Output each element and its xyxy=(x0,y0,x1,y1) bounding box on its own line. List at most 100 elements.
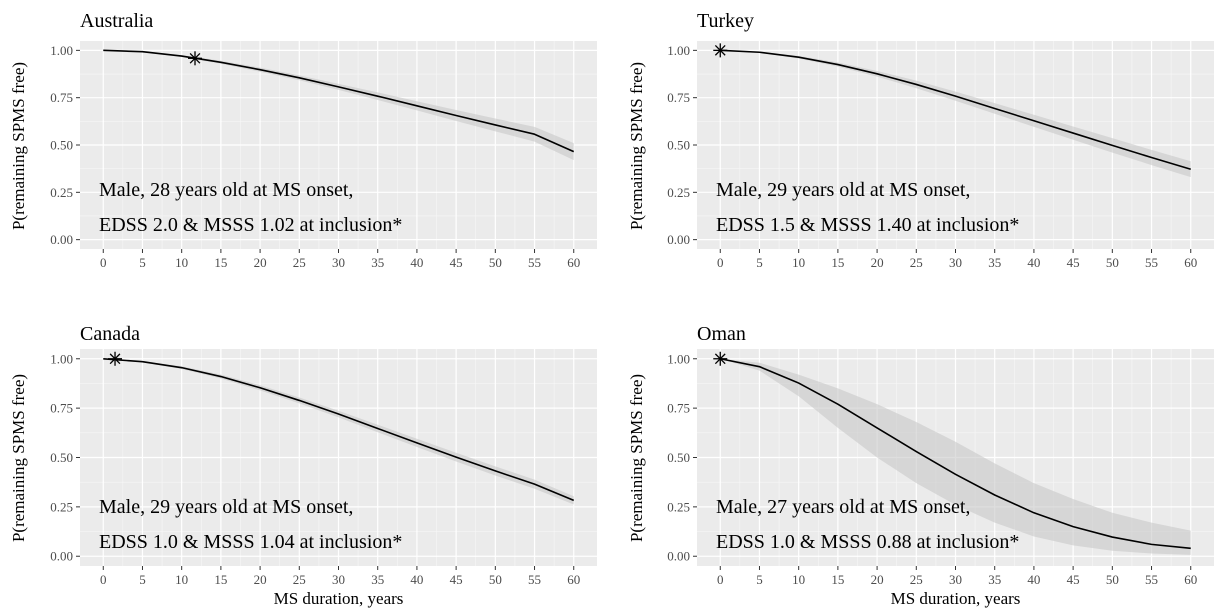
x-tick-label: 20 xyxy=(254,572,267,587)
panel-title: Australia xyxy=(80,10,153,32)
marker-stroke xyxy=(109,353,121,365)
panel-canada: 0 5 10 15 20 25 30 35 40 45 50 55 60 0.00 0.25 0.50 0.75… xyxy=(9,323,597,608)
y-tick-label: 0.75 xyxy=(50,90,73,105)
survival-curve xyxy=(103,357,575,502)
inclusion-marker xyxy=(108,351,123,366)
x-tick-label: 40 xyxy=(1027,572,1040,587)
panel-title: Canada xyxy=(80,323,140,345)
y-tick-label: 1.00 xyxy=(50,351,73,366)
x-tick-label: 10 xyxy=(175,572,188,587)
x-tick-label: 60 xyxy=(567,255,580,270)
x-tick-label: 20 xyxy=(254,255,267,270)
y-axis-label: P(remaining SPMS free) xyxy=(9,62,28,230)
y-tick-label: 1.00 xyxy=(667,351,690,366)
panel-turkey: 0 5 10 15 20 25 30 35 40 45 50 55 60 0.00 0.25 0.50 0.75… xyxy=(627,10,1214,270)
x-tick-label: 55 xyxy=(528,572,541,587)
x-tick-label: 60 xyxy=(1184,572,1197,587)
x-tick-label: 25 xyxy=(293,255,306,270)
x-tick-label: 5 xyxy=(139,255,146,270)
annotation-line: Male, 27 years old at MS onset, xyxy=(716,496,970,518)
x-tick-label: 5 xyxy=(756,255,763,270)
confidence-band xyxy=(720,358,1191,555)
x-axis-label: MS duration, years xyxy=(891,589,1021,608)
y-axis-label: P(remaining SPMS free) xyxy=(627,374,646,542)
x-tick-label: 45 xyxy=(1067,255,1080,270)
inclusion-marker xyxy=(188,51,203,66)
y-tick-label: 0.75 xyxy=(667,401,690,416)
x-tick-label: 55 xyxy=(1145,255,1158,270)
x-tick-label: 50 xyxy=(1106,572,1119,587)
x-tick-label: 0 xyxy=(717,572,724,587)
x-tick-label: 50 xyxy=(489,255,502,270)
y-tick-label: 0.25 xyxy=(50,185,73,200)
x-tick-label: 10 xyxy=(792,572,805,587)
marker-stroke xyxy=(189,52,201,64)
y-tick-label: 0.00 xyxy=(50,232,73,247)
inclusion-marker xyxy=(713,351,728,366)
x-tick-label: 0 xyxy=(100,572,107,587)
y-tick-label: 0.75 xyxy=(667,90,690,105)
x-tick-label: 15 xyxy=(831,255,844,270)
x-tick-label: 50 xyxy=(1106,255,1119,270)
x-tick-label: 35 xyxy=(371,255,384,270)
x-tick-label: 35 xyxy=(371,572,384,587)
y-tick-label: 0.00 xyxy=(667,232,690,247)
x-tick-label: 20 xyxy=(871,572,884,587)
y-tick-label: 0.25 xyxy=(667,499,690,514)
annotation-line: EDSS 1.0 & MSSS 0.88 at inclusion* xyxy=(716,531,1019,553)
x-tick-label: 40 xyxy=(410,572,423,587)
marker-stroke xyxy=(714,353,726,365)
x-tick-label: 30 xyxy=(332,572,345,587)
y-tick-label: 0.50 xyxy=(667,138,690,153)
x-tick-label: 40 xyxy=(410,255,423,270)
x-tick-label: 45 xyxy=(450,255,463,270)
panel-title: Oman xyxy=(697,323,746,345)
y-axis-label: P(remaining SPMS free) xyxy=(9,374,28,542)
x-tick-label: 0 xyxy=(100,255,107,270)
x-axis-label: MS duration, years xyxy=(274,589,404,608)
x-tick-label: 15 xyxy=(831,572,844,587)
x-tick-label: 5 xyxy=(756,572,763,587)
annotation-line: Male, 28 years old at MS onset, xyxy=(99,179,353,201)
x-tick-label: 5 xyxy=(139,572,146,587)
x-tick-label: 25 xyxy=(910,572,923,587)
x-tick-label: 30 xyxy=(332,255,345,270)
inclusion-marker xyxy=(713,43,728,58)
x-tick-label: 45 xyxy=(1067,572,1080,587)
x-tick-label: 15 xyxy=(214,572,227,587)
x-tick-label: 60 xyxy=(1184,255,1197,270)
annotation-line: Male, 29 years old at MS onset, xyxy=(716,179,970,201)
y-tick-label: 1.00 xyxy=(667,43,690,58)
survival-curve xyxy=(720,49,1191,170)
x-tick-label: 30 xyxy=(949,572,962,587)
survival-curve xyxy=(103,49,575,153)
y-tick-label: 0.25 xyxy=(667,185,690,200)
annotation-line: EDSS 1.5 & MSSS 1.40 at inclusion* xyxy=(716,214,1019,236)
y-axis-label: P(remaining SPMS free) xyxy=(627,62,646,230)
x-tick-label: 20 xyxy=(871,255,884,270)
x-tick-label: 50 xyxy=(489,572,502,587)
x-tick-label: 60 xyxy=(567,572,580,587)
y-tick-label: 0.00 xyxy=(667,549,690,564)
panel-title: Turkey xyxy=(697,10,754,32)
y-tick-label: 0.25 xyxy=(50,499,73,514)
y-tick-label: 0.00 xyxy=(50,549,73,564)
x-tick-label: 10 xyxy=(792,255,805,270)
x-tick-label: 10 xyxy=(175,255,188,270)
x-tick-label: 25 xyxy=(293,572,306,587)
panel-australia: 0 5 10 15 20 25 30 35 40 45 50 55 60 0.00 0.25 0.50 0.75… xyxy=(9,10,597,270)
x-tick-label: 15 xyxy=(214,255,227,270)
marker-stroke xyxy=(714,45,726,56)
annotation-line: EDSS 2.0 & MSSS 1.02 at inclusion* xyxy=(99,214,402,236)
annotation-line: Male, 29 years old at MS onset, xyxy=(99,496,353,518)
survival-curve xyxy=(720,357,1191,550)
x-tick-label: 35 xyxy=(988,255,1001,270)
x-tick-label: 40 xyxy=(1027,255,1040,270)
y-tick-label: 0.75 xyxy=(50,401,73,416)
x-tick-label: 25 xyxy=(910,255,923,270)
x-tick-label: 30 xyxy=(949,255,962,270)
y-tick-label: 0.50 xyxy=(667,450,690,465)
x-tick-label: 35 xyxy=(988,572,1001,587)
y-tick-label: 0.50 xyxy=(50,138,73,153)
